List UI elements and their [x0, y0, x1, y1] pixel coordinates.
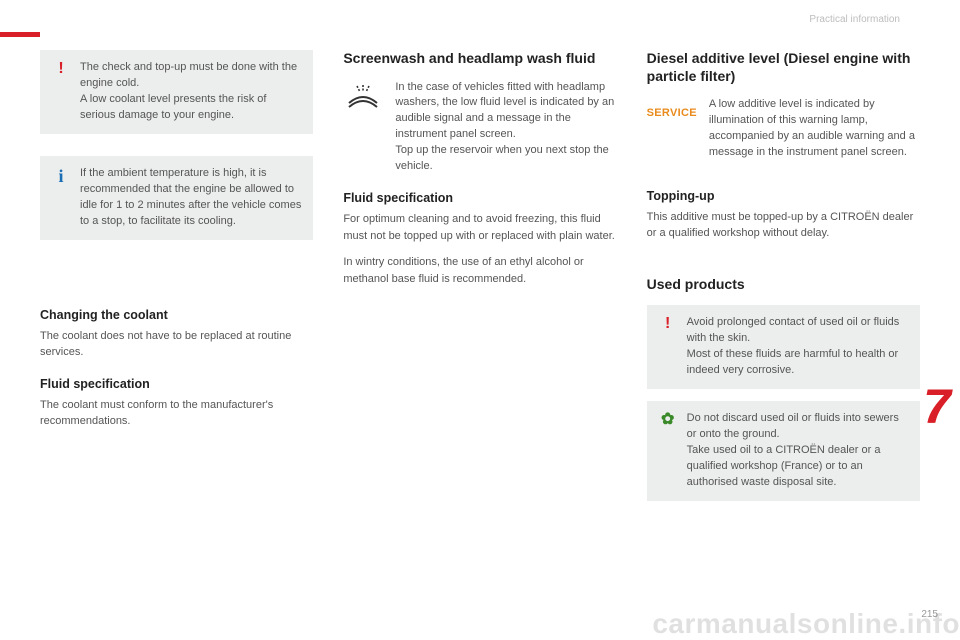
content-columns: ! The check and top-up must be done with… — [40, 50, 920, 523]
exclamation-icon: ! — [52, 61, 70, 77]
clover-icon: ✿ — [659, 412, 677, 428]
text-topping-up: This additive must be topped-up by a CIT… — [647, 209, 920, 242]
chapter-number: 7 — [923, 380, 950, 435]
heading-diesel-additive: Diesel additive level (Diesel engine wit… — [647, 50, 920, 85]
heading-fluid-spec-2: Fluid specification — [343, 191, 616, 205]
info-callout-idle: i If the ambient temperature is high, it… — [40, 156, 313, 240]
column-3: Diesel additive level (Diesel engine wit… — [647, 50, 920, 523]
heading-used-products: Used products — [647, 276, 920, 294]
service-lamp-label: SERVICE — [647, 106, 697, 122]
eco-callout-disposal: ✿ Do not discard used oil or fluids into… — [647, 401, 920, 501]
red-edge-tab — [0, 32, 40, 37]
warning-used-oil-text: Avoid prolonged contact of used oil or f… — [687, 315, 908, 379]
breadcrumb: Practical information — [809, 14, 900, 25]
screenwash-icon-row: In the case of vehicles fitted with head… — [343, 80, 616, 176]
heading-topping-up: Topping-up — [647, 189, 920, 203]
warning-callout-used-oil: ! Avoid prolonged contact of used oil or… — [647, 305, 920, 389]
screenwash-icon-text: In the case of vehicles fitted with head… — [395, 80, 616, 176]
eco-disposal-text: Do not discard used oil or fluids into s… — [687, 411, 908, 491]
service-lamp-row: SERVICE A low additive level is indicate… — [647, 97, 920, 161]
column-1: ! The check and top-up must be done with… — [40, 50, 313, 523]
heading-fluid-spec-1: Fluid specification — [40, 377, 313, 391]
exclamation-icon: ! — [659, 316, 677, 332]
text-fluid-spec-2a: For optimum cleaning and to avoid freezi… — [343, 211, 616, 244]
warning-callout-coolant: ! The check and top-up must be done with… — [40, 50, 313, 134]
info-icon: i — [52, 167, 70, 185]
service-lamp-icon: SERVICE — [647, 97, 697, 131]
text-fluid-spec-2b: In wintry conditions, the use of an ethy… — [343, 254, 616, 287]
heading-screenwash: Screenwash and headlamp wash fluid — [343, 50, 616, 68]
column-2: Screenwash and headlamp wash fluid In th… — [343, 50, 616, 523]
heading-changing-coolant: Changing the coolant — [40, 308, 313, 322]
text-fluid-spec-1: The coolant must conform to the manufact… — [40, 397, 313, 430]
service-lamp-text: A low additive level is indicated by ill… — [709, 97, 920, 161]
info-text: If the ambient temperature is high, it i… — [80, 166, 301, 230]
watermark: carmanualsonline.info — [652, 608, 960, 640]
windscreen-wash-icon — [343, 80, 383, 114]
text-changing-coolant: The coolant does not have to be replaced… — [40, 328, 313, 361]
manual-page: Practical information ! The check and to… — [0, 0, 960, 640]
warning-text: The check and top-up must be done with t… — [80, 60, 301, 124]
